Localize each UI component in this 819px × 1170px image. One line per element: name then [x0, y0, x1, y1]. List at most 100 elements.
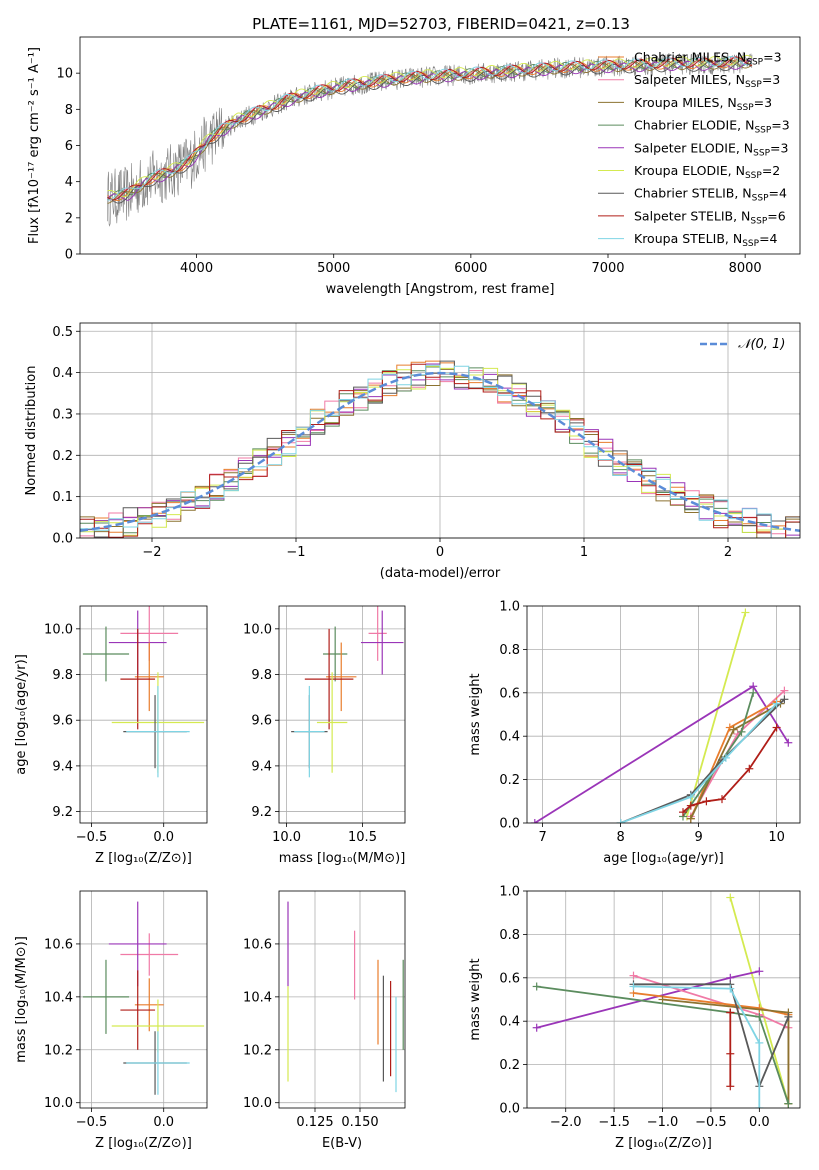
model-fit-line — [107, 56, 753, 201]
x-tick-label: 7 — [538, 830, 546, 845]
x-tick-label: −0.5 — [695, 1115, 727, 1130]
x-tick-label: 0.0 — [153, 830, 174, 845]
y-tick-label: 0.6 — [499, 686, 520, 701]
normal-curve — [80, 371, 800, 533]
y-tick-label: 0.2 — [499, 773, 520, 788]
mass-weight-line — [620, 702, 778, 823]
y-tick-label: 0.2 — [52, 449, 73, 464]
x-tick-label: 10 — [768, 830, 785, 845]
mass-weight-line — [662, 998, 790, 1104]
x-tick-label: −1.0 — [647, 1115, 679, 1130]
y-tick-label: 10 — [56, 67, 73, 82]
x-axis-label: wavelength [Angstrom, rest frame] — [326, 282, 555, 297]
y-tick-label: 10.6 — [243, 937, 272, 952]
x-tick-label: 0.0 — [749, 1115, 770, 1130]
mass-weight-line — [729, 897, 790, 1104]
y-tick-label: 9.4 — [251, 759, 272, 774]
y-tick-label: 4 — [65, 175, 73, 190]
y-tick-label: 0 — [65, 248, 73, 263]
x-axis-label: E(B-V) — [322, 1136, 362, 1151]
x-tick-label: 0.0 — [153, 1115, 174, 1130]
model-fit-line — [107, 54, 753, 198]
y-tick-label: 9.2 — [52, 805, 73, 820]
y-tick-label: 1.0 — [499, 885, 520, 900]
x-tick-label: −2 — [142, 545, 161, 560]
axes-frame — [79, 322, 801, 539]
y-tick-label: 10.2 — [243, 1043, 272, 1058]
y-tick-label: 0.0 — [499, 1102, 520, 1117]
y-tick-label: 8 — [65, 103, 73, 118]
y-tick-label: 0.8 — [499, 928, 520, 943]
y-tick-label: 10.0 — [44, 622, 73, 637]
y-tick-label: 0.6 — [499, 971, 520, 986]
legend-label: Salpeter ELODIE, NSSP=3 — [634, 140, 788, 158]
plot-area — [530, 608, 793, 823]
panel-4: 10.0 10.5 9.2 9.4 9.6 9.8 10.0 mass [log₁₀(M/M⊙… — [243, 605, 406, 866]
legend-label: Chabrier MILES, NSSP=3 — [634, 50, 782, 68]
y-axis-label: mass weight — [468, 673, 483, 755]
axes-frame — [79, 890, 208, 1109]
y-axis-label: age [log₁₀(age/yr)] — [14, 654, 29, 775]
plot-area — [82, 606, 205, 778]
x-axis-label: Z [log₁₀(Z/Z⊙)] — [95, 851, 192, 866]
y-tick-label: 1.0 — [499, 600, 520, 615]
x-tick-label: −0.5 — [76, 1115, 108, 1130]
plot-area — [82, 901, 205, 1095]
x-tick-label: −0.5 — [76, 830, 108, 845]
x-tick-label: 4000 — [180, 261, 213, 276]
y-tick-label: 0.4 — [499, 730, 520, 745]
y-tick-label: 0.2 — [499, 1058, 520, 1073]
y-tick-label: 6 — [65, 139, 73, 154]
plot-area — [287, 901, 404, 1093]
y-axis-label: mass [log₁₀(M/M⊙)] — [14, 936, 29, 1063]
x-axis-label: age [log₁₀(age/yr)] — [603, 851, 724, 866]
x-axis-label: (data-model)/error — [380, 566, 501, 581]
axes-frame — [79, 36, 801, 255]
panel-8: −2.0 −1.5 −1.0 −0.5 0.0 0.0 0.2 0.4 0.6 0.8 1.0 Z [… — [468, 885, 801, 1151]
x-axis-label: mass [log₁₀(M/M⊙)] — [279, 851, 406, 866]
x-tick-label: 9 — [694, 830, 702, 845]
figure-title: PLATE=1161, MJD=52703, FIBERID=0421, z=0… — [252, 15, 630, 33]
y-tick-label: 9.8 — [251, 668, 272, 683]
y-tick-label: 0.5 — [52, 325, 73, 340]
x-tick-label: 0 — [436, 545, 444, 560]
x-tick-label: 1 — [580, 545, 588, 560]
residual-histogram — [80, 368, 800, 538]
x-tick-label: 0.125 — [296, 1115, 333, 1130]
y-tick-label: 0.1 — [52, 490, 73, 505]
x-tick-label: −1.5 — [598, 1115, 630, 1130]
y-tick-label: 0.0 — [52, 532, 73, 547]
y-tick-label: 10.0 — [243, 1096, 272, 1111]
axes-frame — [278, 890, 406, 1109]
y-tick-label: 0.0 — [499, 817, 520, 832]
model-fit-line — [107, 57, 753, 201]
model-fit-line — [107, 59, 753, 204]
y-tick-label: 10.6 — [44, 937, 73, 952]
mass-weight-line — [534, 685, 790, 823]
panel-6: −0.5 0.0 10.0 10.2 10.4 10.6 Z [log₁₀(Z/Z⊙)] ma… — [14, 890, 208, 1151]
panel-7: 0.125 0.150 10.0 10.2 10.4 10.6 E(B-V) — [243, 890, 406, 1151]
mass-weight-line — [633, 985, 761, 1108]
mass-weight-line — [686, 612, 747, 817]
x-tick-label: −2.0 — [550, 1115, 582, 1130]
legend-label: Kroupa ELODIE, NSSP=2 — [634, 163, 780, 181]
x-axis-label: Z [log₁₀(Z/Z⊙)] — [95, 1136, 192, 1151]
axes-frame — [79, 605, 208, 824]
x-tick-label: 10.0 — [272, 830, 301, 845]
x-tick-label: 8 — [616, 830, 624, 845]
legend-label: Kroupa STELIB, NSSP=4 — [634, 231, 778, 249]
x-tick-label: 2 — [724, 545, 732, 560]
plot-area — [291, 606, 404, 778]
x-tick-label: 6000 — [454, 261, 487, 276]
y-axis-label: Flux [fλ10⁻¹⁷ erg cm⁻² s⁻¹ A⁻¹] — [27, 47, 42, 244]
panel-1: 4000 5000 6000 7000 8000 0 2 4 6 8 10 wavelength [A… — [27, 36, 801, 297]
x-axis-label: Z [log₁₀(Z/Z⊙)] — [615, 1136, 712, 1151]
axes-frame — [526, 605, 801, 824]
y-tick-label: 10.0 — [44, 1096, 73, 1111]
plot-area — [107, 51, 753, 227]
y-tick-label: 2 — [65, 211, 73, 226]
x-tick-label: 7000 — [591, 261, 624, 276]
y-tick-label: 0.8 — [499, 643, 520, 658]
x-tick-label: −1 — [286, 545, 305, 560]
y-tick-label: 9.2 — [251, 805, 272, 820]
